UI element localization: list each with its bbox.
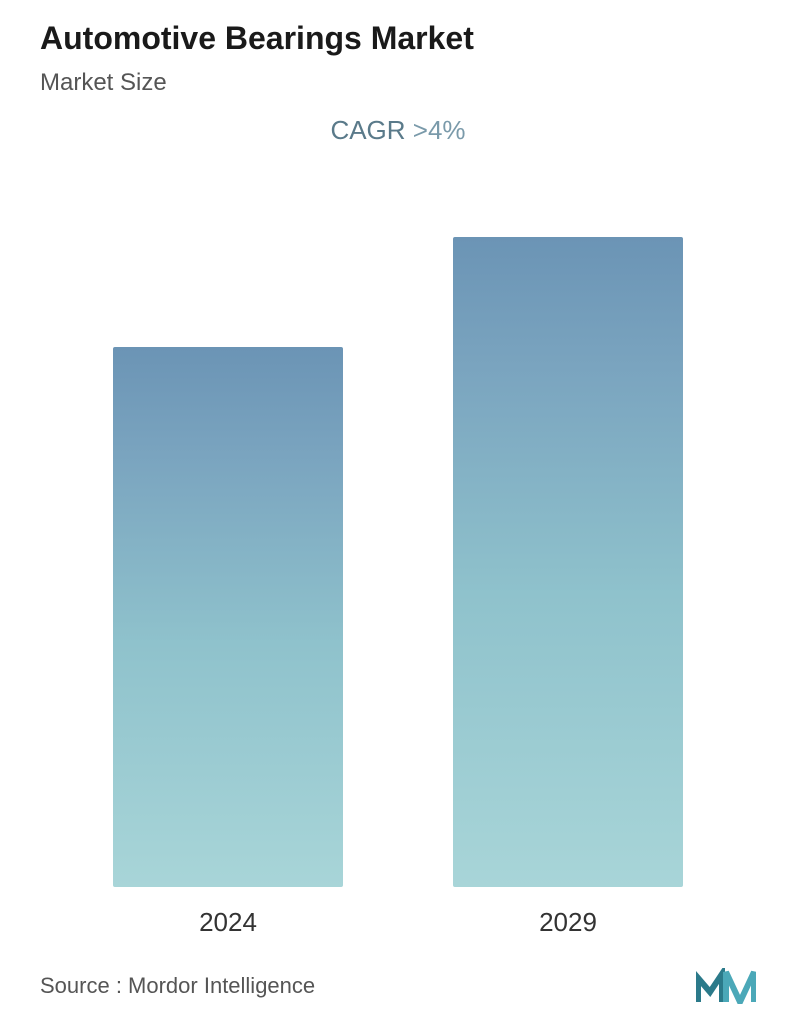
chart-container: Automotive Bearings Market Market Size C…: [0, 0, 796, 1034]
cagr-display: CAGR >4%: [40, 115, 756, 146]
mordor-logo-icon: [696, 968, 756, 1004]
bar-group-1: 2029: [453, 237, 683, 938]
chart-footer: Source : Mordor Intelligence: [40, 938, 756, 1014]
bar-label-1: 2029: [539, 907, 597, 938]
cagr-label: CAGR: [330, 115, 412, 145]
chart-title: Automotive Bearings Market: [40, 20, 756, 57]
bar-chart-area: 2024 2029: [40, 156, 756, 938]
cagr-value: >4%: [413, 115, 466, 145]
bar-2024: [113, 347, 343, 887]
bar-group-0: 2024: [113, 347, 343, 938]
chart-subtitle: Market Size: [40, 69, 756, 97]
source-text: Source : Mordor Intelligence: [40, 973, 315, 999]
bar-2029: [453, 237, 683, 887]
bar-label-0: 2024: [199, 907, 257, 938]
